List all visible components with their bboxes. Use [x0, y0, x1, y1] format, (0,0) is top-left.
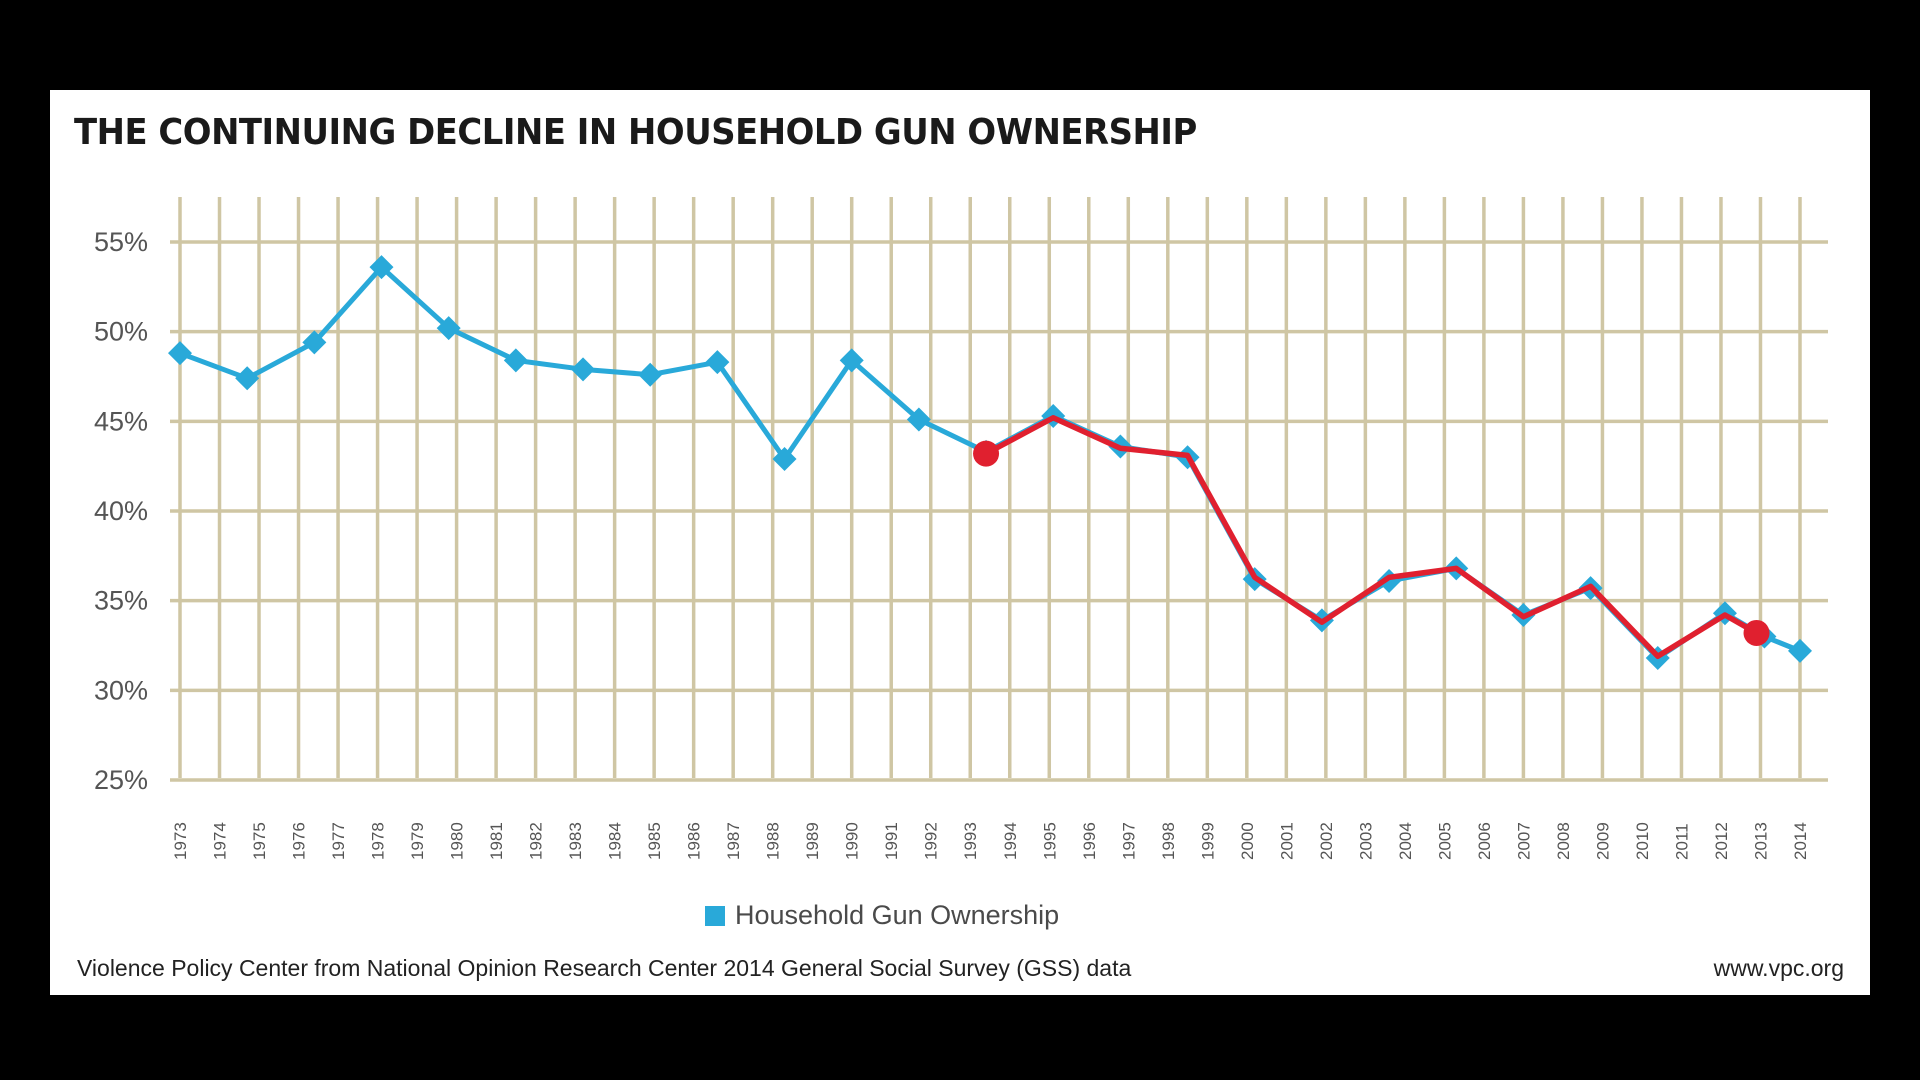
x-tick-label: 2005 [1435, 822, 1454, 860]
x-tick-label: 2010 [1633, 822, 1652, 860]
x-tick-label: 1988 [764, 822, 783, 860]
y-axis-ticks: 25% 30% 35% 40% 45% 50% 55% [94, 227, 148, 795]
highlight-endpoint-dot [1743, 619, 1770, 646]
data-point-marker [638, 362, 663, 387]
legend-swatch [705, 905, 725, 926]
y-tick-label: 25% [94, 765, 148, 795]
x-tick-label: 1999 [1198, 822, 1217, 860]
x-tick-label: 2013 [1751, 822, 1770, 860]
x-axis-ticks: 1973 1974 1975 1976 1977 1978 1979 1980 1981 1982… [171, 822, 1810, 860]
x-tick-label: 1975 [250, 822, 269, 860]
x-tick-label: 1977 [329, 822, 348, 860]
chart-title: THE CONTINUING DECLINE IN HOUSEHOLD GUN … [74, 112, 1197, 153]
data-point-marker [906, 407, 931, 432]
x-tick-label: 1978 [369, 822, 388, 860]
x-tick-label: 1985 [645, 822, 664, 860]
data-point-marker [772, 446, 797, 471]
x-tick-label: 1986 [685, 822, 704, 860]
x-tick-label: 1995 [1040, 822, 1059, 860]
x-tick-label: 1979 [408, 822, 427, 860]
x-tick-label: 1990 [843, 822, 862, 860]
y-tick-label: 50% [94, 317, 148, 347]
x-tick-label: 2009 [1593, 822, 1612, 860]
x-tick-label: 1973 [171, 822, 190, 860]
x-tick-label: 2012 [1712, 822, 1731, 860]
y-tick-label: 40% [94, 496, 148, 526]
grid-layer [170, 197, 1828, 782]
chart-card: THE CONTINUING DECLINE IN HOUSEHOLD GUN … [50, 90, 1870, 995]
x-tick-label: 2000 [1238, 822, 1257, 860]
y-tick-label: 30% [94, 675, 148, 705]
x-tick-label: 1992 [922, 822, 941, 860]
line-chart: 25%30%35%40%45%50%55% 1973 1974 1975 1976 19… [94, 197, 1828, 860]
x-tick-label: 2008 [1554, 822, 1573, 860]
x-tick-label: 2014 [1791, 822, 1810, 860]
x-tick-label: 2003 [1356, 822, 1375, 860]
x-tick-label: 1981 [487, 822, 506, 860]
data-point-marker [369, 255, 394, 280]
highlight-layer [973, 414, 1770, 660]
source-note: Violence Policy Center from National Opi… [77, 955, 1132, 981]
x-tick-label: 2002 [1317, 822, 1336, 860]
legend: Household Gun Ownership [705, 900, 1059, 931]
legend-label: Household Gun Ownership [735, 900, 1060, 930]
x-tick-label: 1982 [527, 822, 546, 860]
data-point-marker [571, 357, 596, 382]
x-tick-label: 1983 [566, 822, 585, 860]
highlight-trend-line [983, 414, 1760, 660]
x-tick-label: 2011 [1672, 823, 1691, 860]
y-tick-label: 45% [94, 406, 148, 436]
highlight-endpoint-dot [973, 440, 1000, 467]
data-point-marker [235, 366, 260, 391]
x-tick-label: 1976 [290, 822, 309, 860]
x-tick-label: 2007 [1514, 822, 1533, 860]
x-tick-label: 1997 [1119, 822, 1138, 860]
data-point-marker [436, 316, 461, 341]
site-url: www.vpc.org [1713, 955, 1844, 981]
x-tick-label: 1996 [1080, 822, 1099, 860]
x-tick-label: 1989 [803, 822, 822, 860]
data-point-marker [168, 341, 192, 366]
x-tick-label: 1994 [1001, 822, 1020, 860]
x-tick-label: 1991 [882, 822, 901, 860]
x-tick-label: 1998 [1159, 822, 1178, 860]
x-tick-label: 1974 [211, 822, 230, 860]
x-tick-label: 2001 [1277, 822, 1296, 860]
x-tick-label: 1984 [606, 822, 625, 860]
data-point-marker [503, 348, 528, 373]
x-tick-label: 1980 [448, 822, 467, 860]
data-point-marker [1788, 638, 1812, 663]
y-tick-label: 55% [94, 227, 148, 257]
x-tick-label: 2004 [1396, 822, 1415, 860]
x-tick-label: 1987 [724, 822, 743, 860]
y-tick-label: 35% [94, 586, 148, 616]
data-point-marker [302, 330, 327, 355]
data-point-marker [705, 350, 730, 375]
x-tick-label: 2006 [1475, 822, 1494, 860]
data-point-marker [839, 348, 864, 373]
x-tick-label: 1993 [961, 822, 980, 860]
